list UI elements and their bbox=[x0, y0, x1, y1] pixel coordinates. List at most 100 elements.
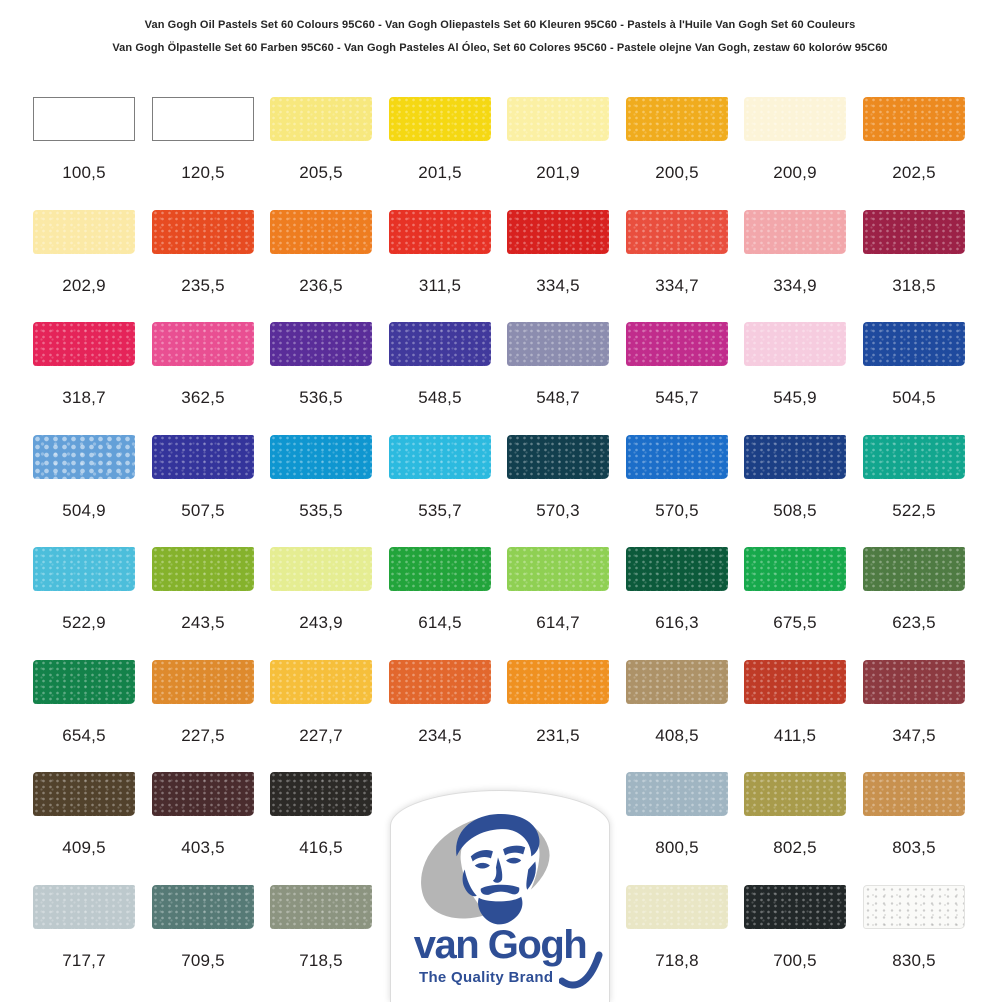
swatch-cell: 623,5 bbox=[863, 547, 965, 633]
swatch-cell: 522,5 bbox=[863, 435, 965, 521]
swatch-code: 416,5 bbox=[299, 838, 343, 857]
swatch-code: 411,5 bbox=[773, 726, 817, 745]
swatch-cell: 234,5 bbox=[389, 660, 491, 746]
swatch-code: 236,5 bbox=[299, 276, 343, 295]
swatch-code: 803,5 bbox=[892, 838, 936, 857]
swatch-cell: 504,5 bbox=[863, 322, 965, 408]
swatch-cell: 202,5 bbox=[863, 97, 965, 183]
swatch-cell: 700,5 bbox=[744, 885, 846, 971]
swatch-code: 318,5 bbox=[892, 276, 936, 295]
swatch-cell: 522,9 bbox=[33, 547, 135, 633]
swatch-cell: 120,5 bbox=[152, 97, 254, 183]
swatch-code: 545,7 bbox=[655, 388, 699, 407]
swatch-cell: 201,5 bbox=[389, 97, 491, 183]
swatch-code: 409,5 bbox=[62, 838, 106, 857]
swatch-cell: 545,9 bbox=[744, 322, 846, 408]
swatch-code: 717,7 bbox=[62, 951, 106, 970]
swatch-code: 200,9 bbox=[773, 163, 817, 182]
swatch-cell: 318,7 bbox=[33, 322, 135, 408]
color-swatch bbox=[33, 772, 135, 816]
swatch-cell: 201,9 bbox=[507, 97, 609, 183]
color-swatch bbox=[389, 660, 491, 704]
swatch-code: 535,5 bbox=[299, 501, 343, 520]
chart-header: Van Gogh Oil Pastels Set 60 Colours 95C6… bbox=[0, 14, 1000, 60]
swatch-code: 235,5 bbox=[181, 276, 225, 295]
color-swatch bbox=[863, 772, 965, 816]
swatch-cell: 507,5 bbox=[152, 435, 254, 521]
color-swatch bbox=[33, 547, 135, 591]
color-swatch bbox=[152, 322, 254, 366]
swatch-code: 504,5 bbox=[892, 388, 936, 407]
color-swatch bbox=[744, 885, 846, 929]
swatch-code: 200,5 bbox=[655, 163, 699, 182]
color-swatch bbox=[389, 322, 491, 366]
swatch-code: 536,5 bbox=[299, 388, 343, 407]
color-swatch bbox=[744, 322, 846, 366]
swatch-code: 100,5 bbox=[62, 163, 106, 182]
swatch-cell: 227,7 bbox=[270, 660, 372, 746]
swatch-code: 570,5 bbox=[655, 501, 699, 520]
color-swatch bbox=[270, 210, 372, 254]
color-swatch bbox=[863, 210, 965, 254]
color-swatch bbox=[33, 210, 135, 254]
swatch-cell: 800,5 bbox=[626, 772, 728, 858]
color-swatch bbox=[152, 772, 254, 816]
color-swatch bbox=[270, 660, 372, 704]
swatch-cell: 347,5 bbox=[863, 660, 965, 746]
swatch-cell: 504,9 bbox=[33, 435, 135, 521]
color-swatch bbox=[389, 547, 491, 591]
swatch-code: 535,7 bbox=[418, 501, 462, 520]
color-swatch bbox=[270, 772, 372, 816]
color-swatch bbox=[33, 660, 135, 704]
swatch-cell: 545,7 bbox=[626, 322, 728, 408]
color-swatch bbox=[270, 885, 372, 929]
color-swatch bbox=[152, 97, 254, 141]
swatch-code: 362,5 bbox=[181, 388, 225, 407]
swatch-code: 311,5 bbox=[418, 276, 462, 295]
swatch-code: 205,5 bbox=[299, 163, 343, 182]
swatch-cell: 508,5 bbox=[744, 435, 846, 521]
color-swatch bbox=[270, 97, 372, 141]
header-title-line1: Van Gogh Oil Pastels Set 60 Colours 95C6… bbox=[144, 19, 856, 31]
color-swatch bbox=[270, 435, 372, 479]
swatch-cell: 100,5 bbox=[33, 97, 135, 183]
swatch-code: 548,7 bbox=[536, 388, 580, 407]
van-gogh-logo-panel: van Gogh The Quality Brand bbox=[390, 790, 610, 1002]
swatch-code: 234,5 bbox=[418, 726, 462, 745]
swatch-cell: 362,5 bbox=[152, 322, 254, 408]
swatch-code: 548,5 bbox=[418, 388, 462, 407]
color-swatch bbox=[152, 547, 254, 591]
swatch-cell: 803,5 bbox=[863, 772, 965, 858]
color-swatch bbox=[389, 210, 491, 254]
color-swatch bbox=[33, 97, 135, 141]
swatch-cell: 227,5 bbox=[152, 660, 254, 746]
swatch-cell: 408,5 bbox=[626, 660, 728, 746]
swatch-cell: 243,5 bbox=[152, 547, 254, 633]
swatch-code: 403,5 bbox=[181, 838, 225, 857]
color-swatch bbox=[152, 210, 254, 254]
color-swatch bbox=[507, 660, 609, 704]
color-swatch bbox=[152, 435, 254, 479]
swatch-code: 334,7 bbox=[655, 276, 699, 295]
swatch-cell: 830,5 bbox=[863, 885, 965, 971]
swatch-cell: 570,5 bbox=[626, 435, 728, 521]
swatch-cell: 709,5 bbox=[152, 885, 254, 971]
color-swatch bbox=[270, 547, 372, 591]
brand-wordmark: van Gogh bbox=[413, 923, 588, 967]
swatch-cell: 231,5 bbox=[507, 660, 609, 746]
swatch-cell: 334,7 bbox=[626, 210, 728, 296]
swatch-cell: 718,8 bbox=[626, 885, 728, 971]
swatch-code: 802,5 bbox=[773, 838, 817, 857]
color-swatch bbox=[744, 210, 846, 254]
color-swatch bbox=[863, 435, 965, 479]
swatch-code: 522,9 bbox=[62, 613, 106, 632]
swatch-cell: 202,9 bbox=[33, 210, 135, 296]
swatch-code: 243,9 bbox=[299, 613, 343, 632]
swatch-code: 700,5 bbox=[773, 951, 817, 970]
swatch-cell: 548,7 bbox=[507, 322, 609, 408]
color-swatch bbox=[33, 885, 135, 929]
swatch-code: 201,5 bbox=[418, 163, 462, 182]
swatch-cell: 718,5 bbox=[270, 885, 372, 971]
swatch-code: 616,3 bbox=[655, 613, 699, 632]
swatch-code: 709,5 bbox=[181, 951, 225, 970]
